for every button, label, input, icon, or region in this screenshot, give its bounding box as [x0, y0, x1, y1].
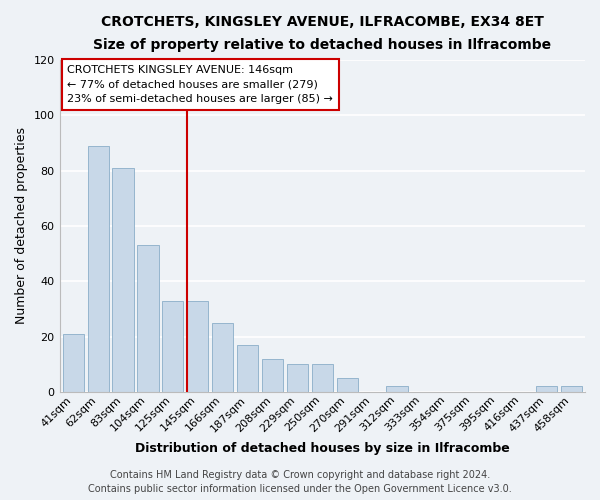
- Bar: [386, 386, 407, 392]
- Bar: [137, 246, 158, 392]
- Title: CROTCHETS, KINGSLEY AVENUE, ILFRACOMBE, EX34 8ET
Size of property relative to de: CROTCHETS, KINGSLEY AVENUE, ILFRACOMBE, …: [93, 15, 551, 52]
- Bar: [561, 386, 582, 392]
- Bar: [187, 300, 208, 392]
- Bar: [88, 146, 109, 392]
- Bar: [62, 334, 84, 392]
- Y-axis label: Number of detached properties: Number of detached properties: [15, 128, 28, 324]
- Bar: [287, 364, 308, 392]
- Bar: [311, 364, 333, 392]
- Bar: [337, 378, 358, 392]
- Bar: [112, 168, 134, 392]
- Bar: [237, 345, 258, 392]
- Bar: [212, 322, 233, 392]
- Bar: [262, 358, 283, 392]
- X-axis label: Distribution of detached houses by size in Ilfracombe: Distribution of detached houses by size …: [135, 442, 509, 455]
- Bar: [162, 300, 184, 392]
- Text: Contains HM Land Registry data © Crown copyright and database right 2024.
Contai: Contains HM Land Registry data © Crown c…: [88, 470, 512, 494]
- Text: CROTCHETS KINGSLEY AVENUE: 146sqm
← 77% of detached houses are smaller (279)
23%: CROTCHETS KINGSLEY AVENUE: 146sqm ← 77% …: [67, 65, 333, 104]
- Bar: [536, 386, 557, 392]
